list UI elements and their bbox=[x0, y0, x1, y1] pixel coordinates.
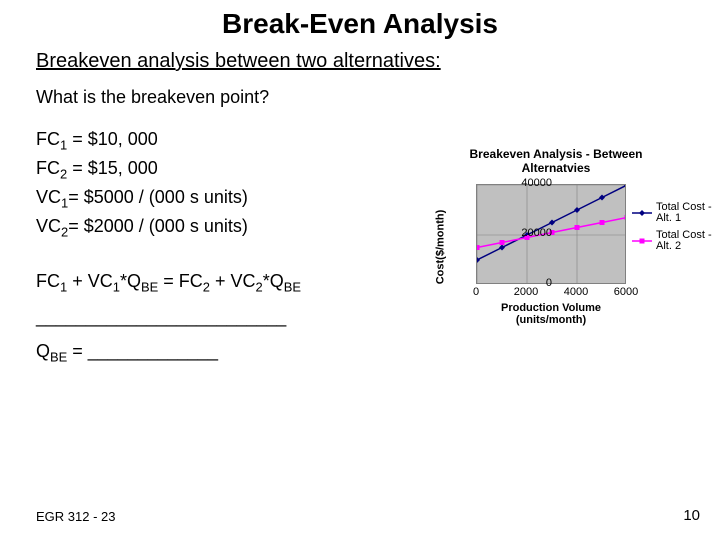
legend-swatch-1 bbox=[632, 208, 652, 218]
subtitle: Breakeven analysis between two alternati… bbox=[36, 50, 720, 73]
page-title: Break-Even Analysis bbox=[0, 0, 720, 44]
question-text: What is the breakeven point? bbox=[36, 87, 720, 108]
chart-xlabel: Production Volume (units/month) bbox=[476, 302, 626, 326]
chart-ylabel: Cost($/month) bbox=[434, 210, 446, 285]
legend-swatch-2 bbox=[632, 236, 652, 246]
ytick-label: 20000 bbox=[512, 228, 552, 239]
chart-legend: Total Cost -Alt. 1 Total Cost -Alt. 2 bbox=[632, 202, 712, 258]
legend-item-2: Total Cost -Alt. 2 bbox=[632, 230, 712, 253]
breakeven-chart: Breakeven Analysis - BetweenAlternatvies… bbox=[406, 148, 706, 328]
ytick-label: 40000 bbox=[512, 178, 552, 189]
xtick-label: 6000 bbox=[609, 287, 643, 298]
page-number: 10 bbox=[683, 507, 700, 524]
chart-title: Breakeven Analysis - BetweenAlternatvies bbox=[441, 148, 671, 176]
qbe-line: QBE = _____________ bbox=[36, 334, 720, 370]
footer-course: EGR 312 - 23 bbox=[36, 509, 116, 524]
legend-item-1: Total Cost -Alt. 1 bbox=[632, 202, 712, 225]
xtick-label: 2000 bbox=[509, 287, 543, 298]
xtick-label: 0 bbox=[459, 287, 493, 298]
xtick-label: 4000 bbox=[559, 287, 593, 298]
